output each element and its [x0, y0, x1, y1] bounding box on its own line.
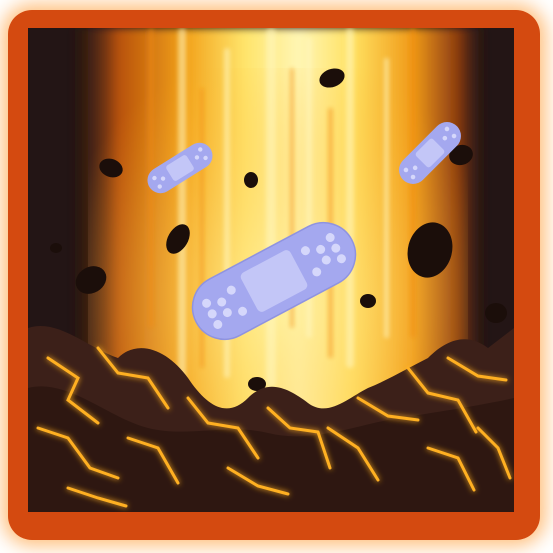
bandage-healing-icon[interactable] — [181, 211, 366, 350]
bandage-icon — [147, 142, 213, 194]
rock-debris-icon — [50, 68, 507, 391]
bandage-icon — [399, 122, 461, 184]
cracked-lava-ground — [28, 325, 514, 512]
skill-icon-artwork — [28, 28, 514, 512]
